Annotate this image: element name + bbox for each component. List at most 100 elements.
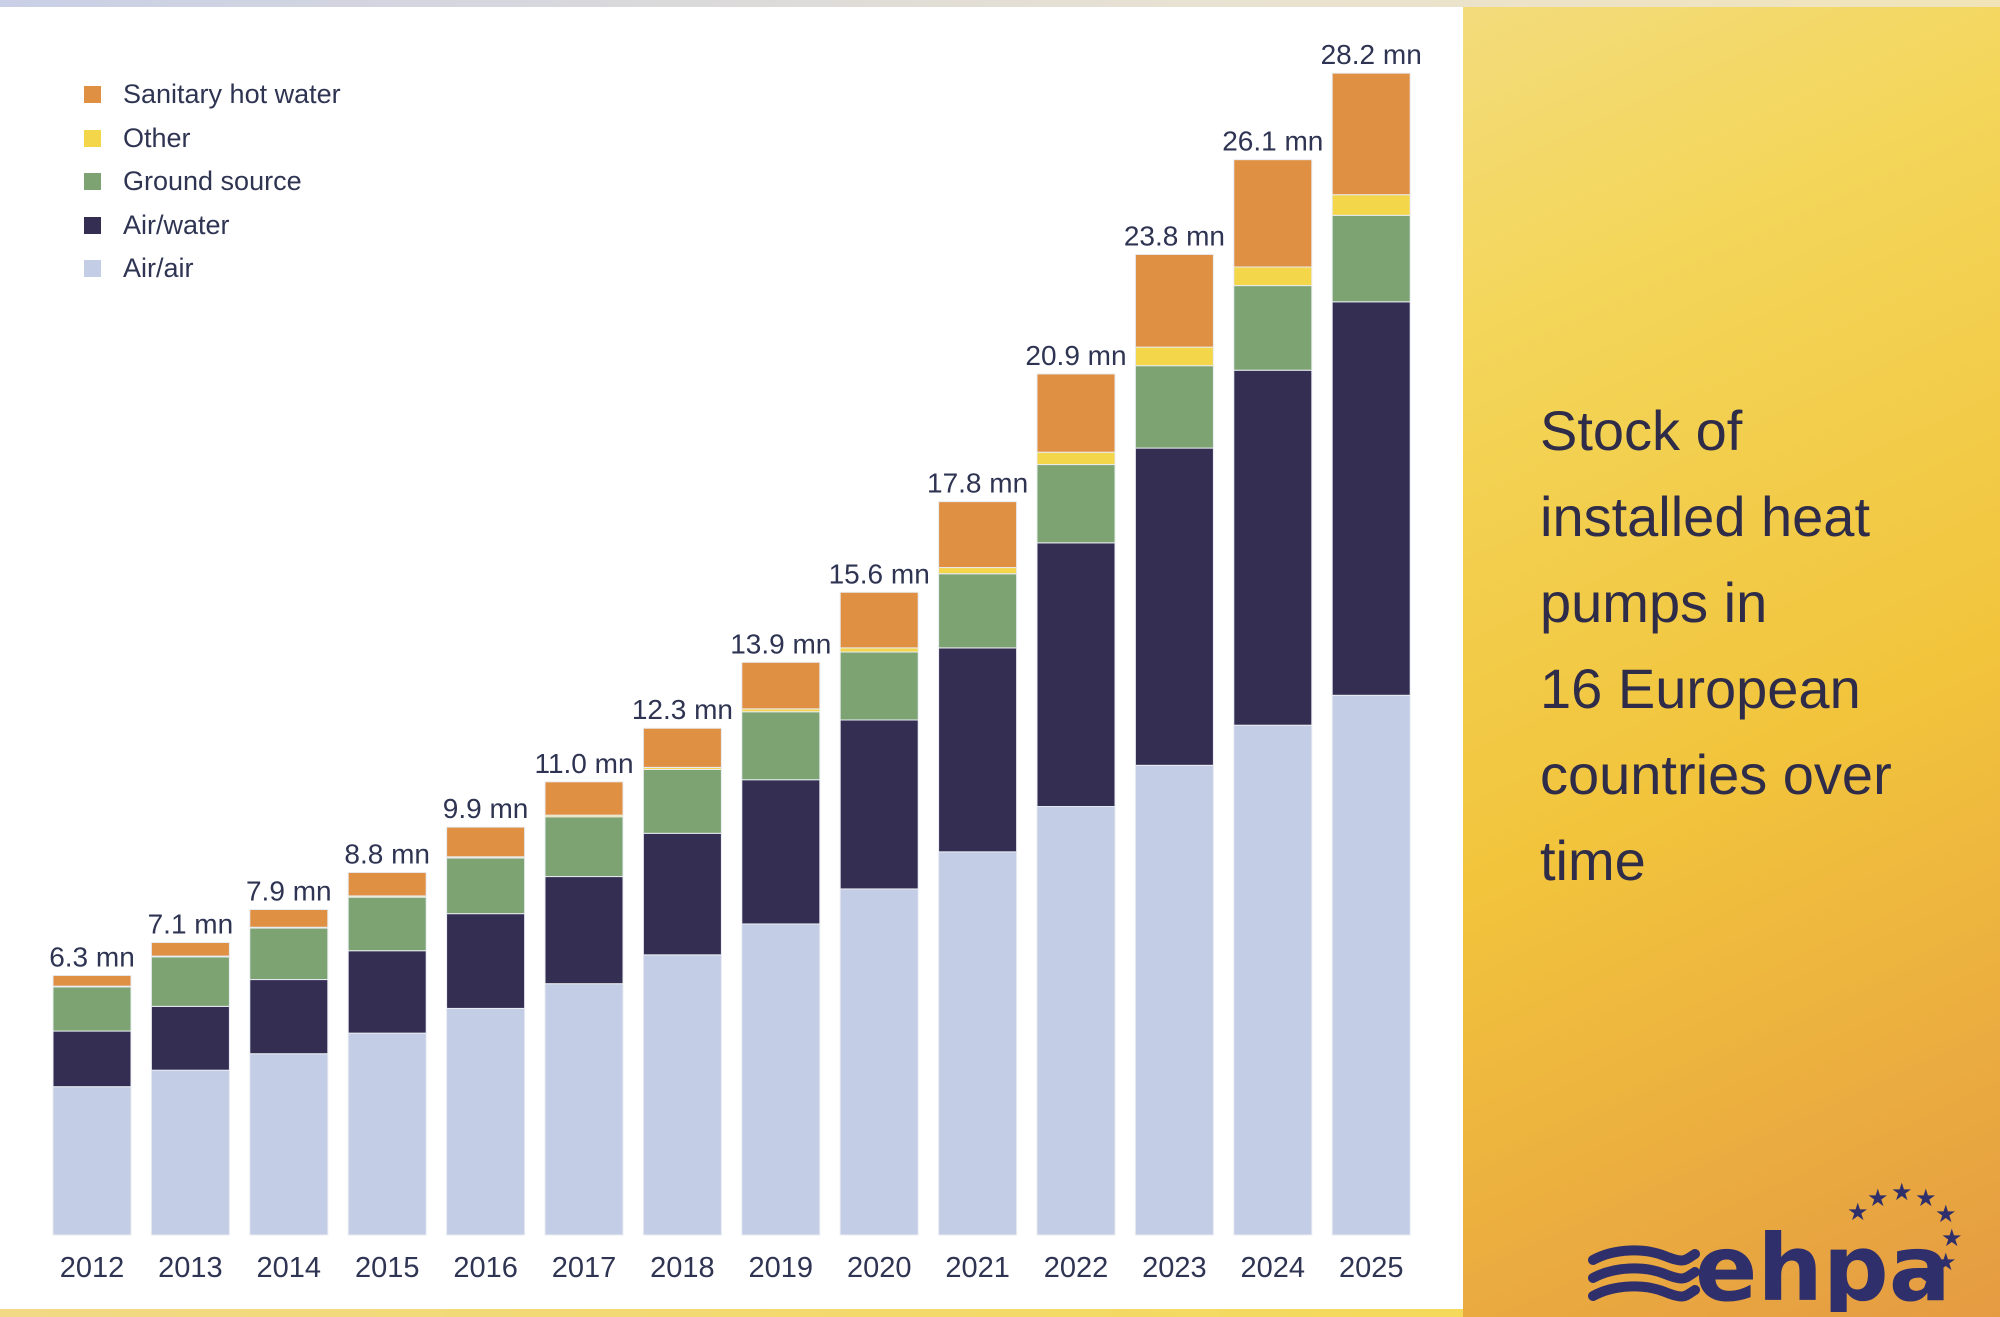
bar-segment-air-air-2019 (741, 923, 821, 1236)
legend-swatch-sanitary-hot-water (84, 86, 101, 104)
total-label-2014: 7.9 mn (246, 876, 332, 907)
bar-segment-air-water-2022 (1036, 542, 1116, 808)
x-tick-label-2024: 2024 (1241, 1252, 1306, 1284)
stacked-bar-chart: 6.3 mn 2012 7.1 mn 2013 7.9 mn 2014 8.8 mn 2015… (49, 39, 1422, 1284)
bar-segment-air-water-2025 (1331, 301, 1411, 696)
logo-wordmark: ehpa (1695, 1215, 1951, 1312)
side-title-line: pumps in (1540, 571, 1768, 634)
total-label-2019: 13.9 mn (730, 628, 831, 659)
x-tick-label-2023: 2023 (1142, 1252, 1207, 1284)
bar-segment-air-water-2021 (938, 647, 1018, 853)
bar-segment-sanitary-hot-water-2013 (150, 941, 230, 957)
bar-segment-air-air-2025 (1331, 694, 1411, 1236)
bar-segment-ground-source-2014 (249, 927, 329, 981)
svg-text:★: ★ (1891, 1182, 1913, 1206)
bar-segment-air-water-2018 (642, 832, 722, 956)
x-tick-label-2019: 2019 (749, 1252, 814, 1284)
x-tick-label-2017: 2017 (552, 1252, 617, 1284)
svg-text:★: ★ (1847, 1198, 1869, 1226)
bar-segment-ground-source-2021 (938, 573, 1018, 649)
bar-segment-other-2022 (1036, 451, 1116, 466)
bar-segment-ground-source-2022 (1036, 464, 1116, 544)
legend-swatch-air-air (84, 260, 101, 278)
side-title-line: countries over (1540, 743, 1892, 806)
legend-label: Air/water (123, 209, 230, 240)
total-label-2013: 7.1 mn (148, 908, 234, 939)
bar-segment-ground-source-2016 (446, 857, 526, 915)
bar-segment-sanitary-hot-water-2019 (741, 661, 821, 710)
total-label-2016: 9.9 mn (443, 793, 529, 824)
svg-text:★: ★ (1935, 1248, 1957, 1276)
legend-item-ground-source: Ground source (84, 160, 341, 204)
bar-segment-ground-source-2017 (544, 816, 624, 878)
bar-segment-other-2023 (1134, 346, 1214, 367)
bar-segment-air-air-2020 (839, 888, 919, 1236)
legend-label: Ground source (123, 166, 302, 197)
bar-segment-air-water-2015 (347, 950, 427, 1034)
bar-segment-other-2021 (938, 567, 1018, 575)
ehpa-logo-icon: ehpa ★ ★ ★ ★ ★ ★ ★ ★ (1588, 1178, 1963, 1317)
x-tick-label-2013: 2013 (158, 1252, 223, 1284)
legend-swatch-other (84, 129, 101, 147)
bar-segment-ground-source-2023 (1134, 365, 1214, 449)
bar-segment-sanitary-hot-water-2021 (938, 501, 1018, 569)
bar-segment-sanitary-hot-water-2022 (1036, 373, 1116, 453)
bar-segment-air-water-2019 (741, 779, 821, 925)
bar-segment-sanitary-hot-water-2012 (52, 974, 132, 987)
bar-segment-ground-source-2018 (642, 768, 722, 834)
stars-icon: ★ ★ ★ ★ ★ ★ ★ ★ (1847, 1178, 1963, 1294)
bar-segment-sanitary-hot-water-2024 (1233, 159, 1313, 268)
top-accent-strip (0, 0, 2000, 7)
bar-segment-sanitary-hot-water-2025 (1331, 72, 1411, 196)
side-title-line: installed heat (1540, 485, 1871, 548)
bar-segment-sanitary-hot-water-2023 (1134, 253, 1214, 348)
bar-segment-air-air-2016 (446, 1007, 526, 1236)
bar-segment-air-air-2012 (52, 1086, 132, 1236)
bar-segment-air-air-2023 (1134, 764, 1214, 1236)
bar-segment-ground-source-2019 (741, 711, 821, 781)
bar-segment-air-water-2014 (249, 979, 329, 1055)
x-tick-label-2018: 2018 (650, 1252, 715, 1284)
chart-legend: Sanitary hot water Other Ground source A… (84, 73, 341, 291)
svg-text:★: ★ (1915, 1184, 1937, 1212)
bar-segment-ground-source-2015 (347, 896, 427, 952)
bar-segment-ground-source-2020 (839, 651, 919, 721)
x-tick-label-2016: 2016 (453, 1252, 518, 1284)
bar-segment-sanitary-hot-water-2014 (249, 909, 329, 928)
x-tick-label-2025: 2025 (1339, 1252, 1404, 1284)
legend-label: Other (123, 122, 191, 153)
total-label-2018: 12.3 mn (632, 694, 733, 725)
total-label-2012: 6.3 mn (49, 941, 135, 972)
svg-text:★: ★ (1867, 1184, 1889, 1212)
bottom-accent-strip (0, 1309, 1463, 1317)
bar-segment-air-water-2024 (1233, 369, 1313, 726)
total-label-2025: 28.2 mn (1321, 39, 1422, 70)
x-tick-label-2012: 2012 (60, 1252, 125, 1284)
svg-text:★: ★ (1941, 1224, 1963, 1252)
legend-label: Sanitary hot water (123, 79, 341, 110)
bar-segment-sanitary-hot-water-2020 (839, 591, 919, 649)
svg-text:★: ★ (1919, 1266, 1941, 1294)
bar-segment-ground-source-2012 (52, 986, 132, 1032)
legend-item-other: Other (84, 117, 341, 161)
legend-item-sanitary-hot-water: Sanitary hot water (84, 73, 341, 117)
bar-segment-air-water-2013 (150, 1005, 230, 1071)
bar-segment-air-water-2012 (52, 1030, 132, 1088)
bar-segment-sanitary-hot-water-2016 (446, 826, 526, 858)
total-label-2021: 17.8 mn (927, 468, 1028, 499)
x-tick-label-2022: 2022 (1044, 1252, 1109, 1284)
x-tick-label-2014: 2014 (257, 1252, 322, 1284)
bar-segment-sanitary-hot-water-2017 (544, 781, 624, 816)
legend-label: Air/air (123, 253, 194, 284)
x-tick-label-2015: 2015 (355, 1252, 420, 1284)
side-title-line: 16 European (1540, 657, 1861, 720)
legend-item-air-water: Air/water (84, 204, 341, 248)
legend-swatch-air-water (84, 216, 101, 234)
bar-segment-ground-source-2013 (150, 956, 230, 1007)
bar-segment-air-water-2023 (1134, 447, 1214, 766)
svg-text:★: ★ (1935, 1200, 1957, 1228)
total-label-2020: 15.6 mn (829, 558, 930, 589)
total-label-2023: 23.8 mn (1124, 220, 1225, 251)
bar-segment-other-2020 (839, 647, 919, 653)
bar-segment-other-2025 (1331, 194, 1411, 216)
